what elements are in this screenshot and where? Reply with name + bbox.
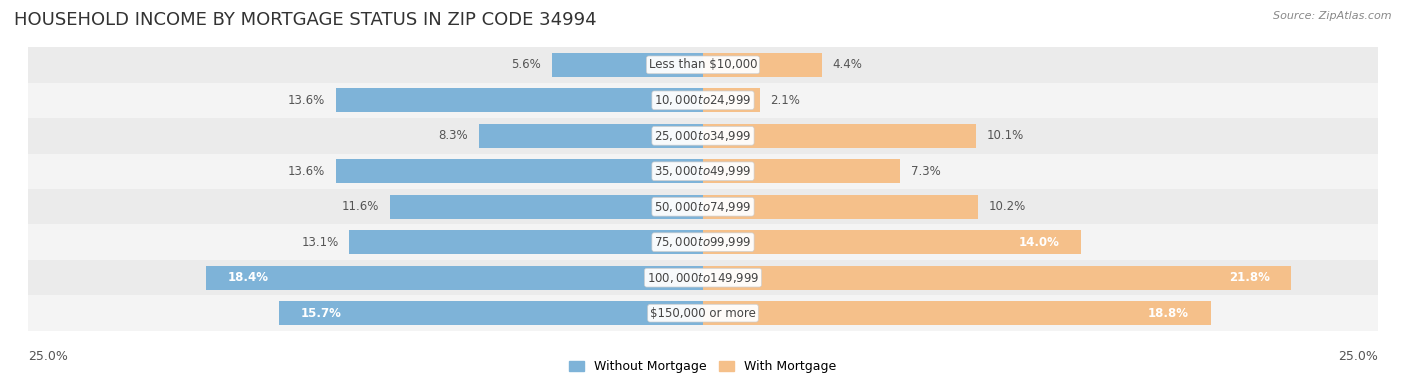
Bar (28, 189, 1378, 225)
Bar (28, 118, 1378, 153)
Text: 4.4%: 4.4% (832, 58, 862, 71)
Text: 18.8%: 18.8% (1147, 307, 1189, 320)
Text: 7.3%: 7.3% (911, 165, 941, 178)
Text: $35,000 to $49,999: $35,000 to $49,999 (654, 164, 752, 178)
Bar (703, 195, 979, 219)
Text: 5.6%: 5.6% (512, 58, 541, 71)
Text: $150,000 or more: $150,000 or more (650, 307, 756, 320)
Bar (28, 83, 1378, 118)
Text: 11.6%: 11.6% (342, 200, 380, 213)
Text: 15.7%: 15.7% (301, 307, 342, 320)
Bar (28, 295, 1378, 331)
Bar (349, 230, 703, 254)
Bar (207, 266, 703, 290)
Bar (479, 124, 703, 148)
Text: $25,000 to $34,999: $25,000 to $34,999 (654, 129, 752, 143)
Bar (28, 260, 1378, 295)
Text: $50,000 to $74,999: $50,000 to $74,999 (654, 200, 752, 214)
Text: 2.1%: 2.1% (770, 94, 800, 107)
Text: 21.8%: 21.8% (1229, 271, 1270, 284)
Legend: Without Mortgage, With Mortgage: Without Mortgage, With Mortgage (564, 355, 842, 378)
Bar (703, 88, 759, 112)
Text: Less than $10,000: Less than $10,000 (648, 58, 758, 71)
Text: 8.3%: 8.3% (439, 129, 468, 142)
Bar (703, 266, 1292, 290)
Bar (703, 301, 1211, 325)
Bar (703, 230, 1081, 254)
Bar (28, 225, 1378, 260)
Text: $100,000 to $149,999: $100,000 to $149,999 (647, 271, 759, 285)
Text: 14.0%: 14.0% (1018, 236, 1059, 249)
Text: 13.6%: 13.6% (288, 165, 325, 178)
Text: 18.4%: 18.4% (228, 271, 269, 284)
Text: 25.0%: 25.0% (28, 350, 67, 363)
Bar (280, 301, 703, 325)
Text: 10.1%: 10.1% (987, 129, 1024, 142)
Bar (28, 47, 1378, 83)
Bar (703, 159, 900, 183)
Bar (336, 159, 703, 183)
Text: 13.6%: 13.6% (288, 94, 325, 107)
Text: $75,000 to $99,999: $75,000 to $99,999 (654, 235, 752, 249)
Text: Source: ZipAtlas.com: Source: ZipAtlas.com (1274, 11, 1392, 21)
Bar (389, 195, 703, 219)
Bar (28, 153, 1378, 189)
Text: $10,000 to $24,999: $10,000 to $24,999 (654, 93, 752, 107)
Bar (703, 124, 976, 148)
Bar (551, 53, 703, 77)
Text: HOUSEHOLD INCOME BY MORTGAGE STATUS IN ZIP CODE 34994: HOUSEHOLD INCOME BY MORTGAGE STATUS IN Z… (14, 11, 596, 29)
Text: 13.1%: 13.1% (301, 236, 339, 249)
Bar (336, 88, 703, 112)
Text: 10.2%: 10.2% (990, 200, 1026, 213)
Text: 25.0%: 25.0% (1339, 350, 1378, 363)
Bar (703, 53, 821, 77)
